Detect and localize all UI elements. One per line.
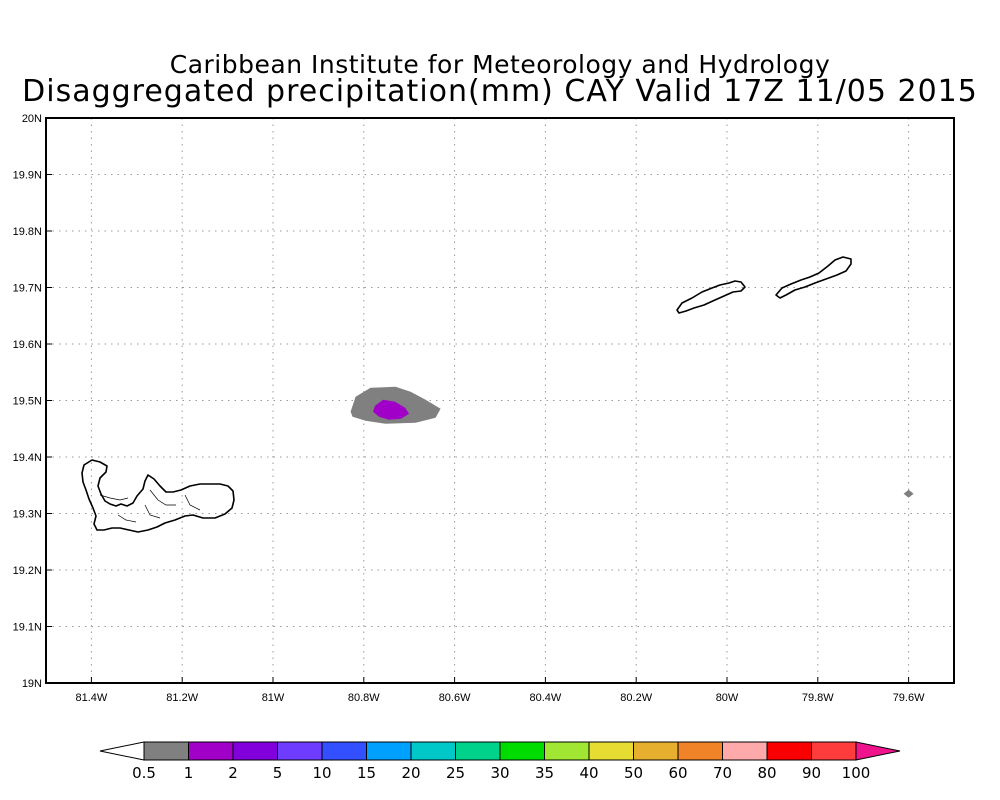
x-tick-label: 81.4W [76, 692, 108, 704]
precipitation-contours [350, 386, 914, 498]
y-tick-label: 19.3N [13, 509, 42, 521]
x-axis-ticks: 81.4W 81.2W 81W 80.8W 80.6W 80.4W 80.2W 80W 79.8… [76, 677, 925, 704]
y-tick-label: 19.1N [13, 622, 42, 634]
x-tick-label: 80W [716, 692, 739, 704]
colorbar-swatch [321, 741, 367, 761]
colorbar-label: 35 [535, 764, 554, 782]
grid-lines [46, 118, 954, 683]
island-grand-cayman-inner [99, 489, 201, 523]
y-tick-label: 19.9N [13, 170, 42, 182]
y-tick-label: 20N [22, 113, 42, 125]
y-tick-label: 19.5N [13, 396, 42, 408]
y-tick-label: 19.4N [13, 452, 42, 464]
island-cayman-brac [775, 256, 852, 299]
colorbar-label: 90 [802, 764, 821, 782]
colorbar-label: 30 [490, 764, 509, 782]
colorbar-label: 0.5 [132, 764, 156, 782]
colorbar-swatch [143, 741, 189, 761]
y-axis-ticks: 19N 19.1N 19.2N 19.3N 19.4N 19.5N 19.6N 19.7N 19… [13, 113, 52, 690]
island-grand-cayman [81, 459, 235, 533]
precip-area-small [903, 489, 914, 498]
x-tick-label: 79.8W [802, 692, 834, 704]
x-tick-label: 80.4W [530, 692, 562, 704]
colorbar-label: 40 [579, 764, 598, 782]
colorbar-label: 1 [184, 764, 194, 782]
y-tick-label: 19.8N [13, 226, 42, 238]
coastlines [81, 256, 852, 533]
x-tick-label: 80.2W [620, 692, 652, 704]
title-product: Disaggregated precipitation(mm) CAY Vali… [22, 74, 978, 109]
colorbar-label: 25 [446, 764, 465, 782]
y-tick-label: 19N [22, 678, 42, 690]
colorbar-swatch [366, 741, 412, 761]
colorbar-swatch [766, 741, 812, 761]
colorbar-label: 15 [357, 764, 376, 782]
y-tick-label: 19.6N [13, 339, 42, 351]
colorbar-swatch [188, 741, 234, 761]
colorbar-label: 50 [624, 764, 643, 782]
colorbar-swatch [588, 741, 634, 761]
y-tick-label: 19.7N [13, 283, 42, 295]
y-tick-label: 19.2N [13, 565, 42, 577]
colorbar-swatch [544, 741, 590, 761]
colorbar-swatch [277, 741, 323, 761]
colorbar-label: 10 [312, 764, 331, 782]
colorbar-label: 80 [757, 764, 776, 782]
colorbar-swatch [499, 741, 545, 761]
colorbar-swatch [677, 741, 723, 761]
x-tick-label: 81.2W [166, 692, 198, 704]
colorbar-label: 100 [842, 764, 871, 782]
title-institute: Caribbean Institute for Meteorology and … [169, 50, 831, 79]
colorbar-under-arrow [99, 741, 145, 761]
x-tick-label: 79.6W [893, 692, 925, 704]
colorbar-label: 70 [713, 764, 732, 782]
colorbar-swatch [633, 741, 679, 761]
colorbar-swatch [455, 741, 501, 761]
colorbar-swatch [232, 741, 278, 761]
colorbar-label: 60 [668, 764, 687, 782]
colorbar-label: 2 [228, 764, 238, 782]
colorbar: 0.5 1 2 5 10 15 20 25 30 35 40 50 60 70 80 90 100 [99, 741, 901, 782]
colorbar-swatch [811, 741, 857, 761]
x-tick-label: 81W [262, 692, 285, 704]
precip-area-1-2 [373, 399, 410, 420]
colorbar-label: 20 [401, 764, 420, 782]
colorbar-over-arrow [855, 741, 901, 761]
x-tick-label: 80.8W [348, 692, 380, 704]
x-tick-label: 80.6W [439, 692, 471, 704]
colorbar-swatch [410, 741, 456, 761]
island-little-cayman [676, 280, 746, 314]
colorbar-swatch [722, 741, 768, 761]
colorbar-label: 5 [273, 764, 283, 782]
